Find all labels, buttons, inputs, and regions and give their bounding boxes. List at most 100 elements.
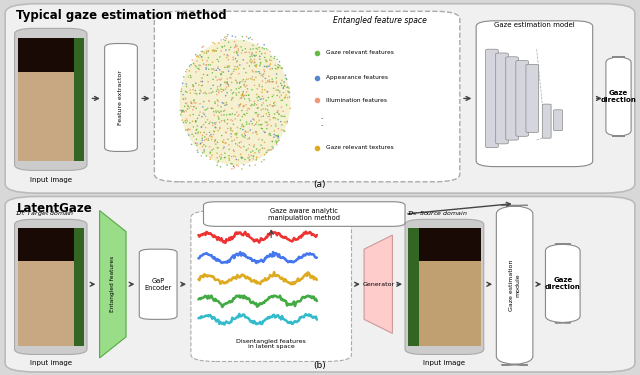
Point — [250, 56, 260, 62]
Point — [220, 80, 230, 86]
Point — [257, 102, 267, 108]
Point — [216, 132, 227, 138]
Point — [211, 74, 221, 80]
Point — [188, 107, 198, 113]
Point — [204, 98, 214, 104]
Bar — [18, 228, 84, 261]
Point — [221, 84, 232, 90]
Point — [179, 109, 189, 115]
Point — [187, 131, 197, 137]
Point — [252, 112, 262, 118]
Point — [211, 108, 221, 114]
Bar — [408, 228, 419, 346]
Bar — [18, 38, 84, 72]
Point — [216, 72, 227, 78]
Point — [264, 63, 274, 69]
Point — [218, 87, 228, 93]
Point — [219, 52, 229, 58]
Point — [234, 66, 244, 72]
Point — [196, 124, 207, 130]
Point — [232, 79, 242, 85]
Point — [183, 104, 193, 110]
Point — [209, 132, 219, 138]
Point — [271, 79, 282, 85]
Point — [201, 62, 211, 68]
Point — [267, 138, 277, 144]
Point — [241, 49, 252, 55]
Point — [247, 53, 257, 59]
Point — [272, 93, 282, 99]
Point — [204, 55, 214, 61]
Point — [253, 136, 264, 142]
Point — [198, 61, 209, 67]
Point — [182, 100, 192, 106]
Point — [236, 84, 246, 90]
Point — [196, 124, 207, 130]
Point — [228, 68, 239, 74]
Point — [263, 47, 273, 53]
Point — [242, 110, 252, 116]
Point — [183, 74, 193, 80]
Point — [199, 111, 209, 117]
Point — [265, 66, 275, 72]
Point — [232, 92, 242, 98]
Bar — [74, 38, 84, 161]
Point — [237, 123, 247, 129]
Point — [226, 160, 236, 166]
Point — [181, 116, 191, 122]
Point — [268, 93, 278, 99]
Point — [210, 124, 220, 130]
Point — [214, 90, 224, 96]
Point — [218, 69, 228, 75]
FancyBboxPatch shape — [542, 104, 551, 138]
Point — [188, 111, 198, 117]
Point — [214, 88, 224, 94]
Point — [212, 77, 222, 83]
Point — [230, 64, 240, 70]
Point — [256, 72, 266, 78]
Point — [209, 48, 220, 54]
Point — [186, 75, 196, 81]
Point — [279, 79, 289, 85]
Point — [223, 53, 233, 59]
Point — [252, 146, 262, 152]
Point — [216, 152, 227, 157]
Point — [240, 50, 250, 55]
Point — [214, 110, 225, 116]
Point — [214, 119, 225, 125]
FancyBboxPatch shape — [506, 57, 518, 140]
Point — [194, 62, 204, 68]
Point — [254, 45, 264, 51]
Point — [199, 147, 209, 153]
Point — [250, 129, 260, 135]
Point — [209, 129, 220, 135]
Point — [260, 57, 271, 63]
Point — [245, 54, 255, 60]
Point — [206, 132, 216, 138]
Point — [247, 51, 257, 57]
Point — [254, 122, 264, 128]
Point — [214, 67, 225, 73]
Point — [177, 117, 188, 123]
Point — [250, 162, 260, 168]
Text: Gaze aware analytic
manipulation method: Gaze aware analytic manipulation method — [268, 207, 340, 220]
Point — [244, 96, 254, 102]
Point — [233, 48, 243, 54]
Point — [257, 78, 268, 84]
Point — [192, 58, 202, 64]
Point — [260, 54, 270, 60]
Point — [201, 91, 211, 97]
Point — [239, 81, 249, 87]
Point — [233, 46, 243, 52]
Point — [229, 137, 239, 143]
Point — [216, 109, 227, 115]
Point — [244, 58, 255, 64]
Point — [183, 126, 193, 132]
Point — [254, 69, 264, 75]
Point — [232, 162, 242, 168]
Point — [184, 63, 195, 69]
Point — [227, 70, 237, 76]
Point — [211, 120, 221, 126]
Point — [237, 122, 247, 128]
Point — [236, 117, 246, 123]
